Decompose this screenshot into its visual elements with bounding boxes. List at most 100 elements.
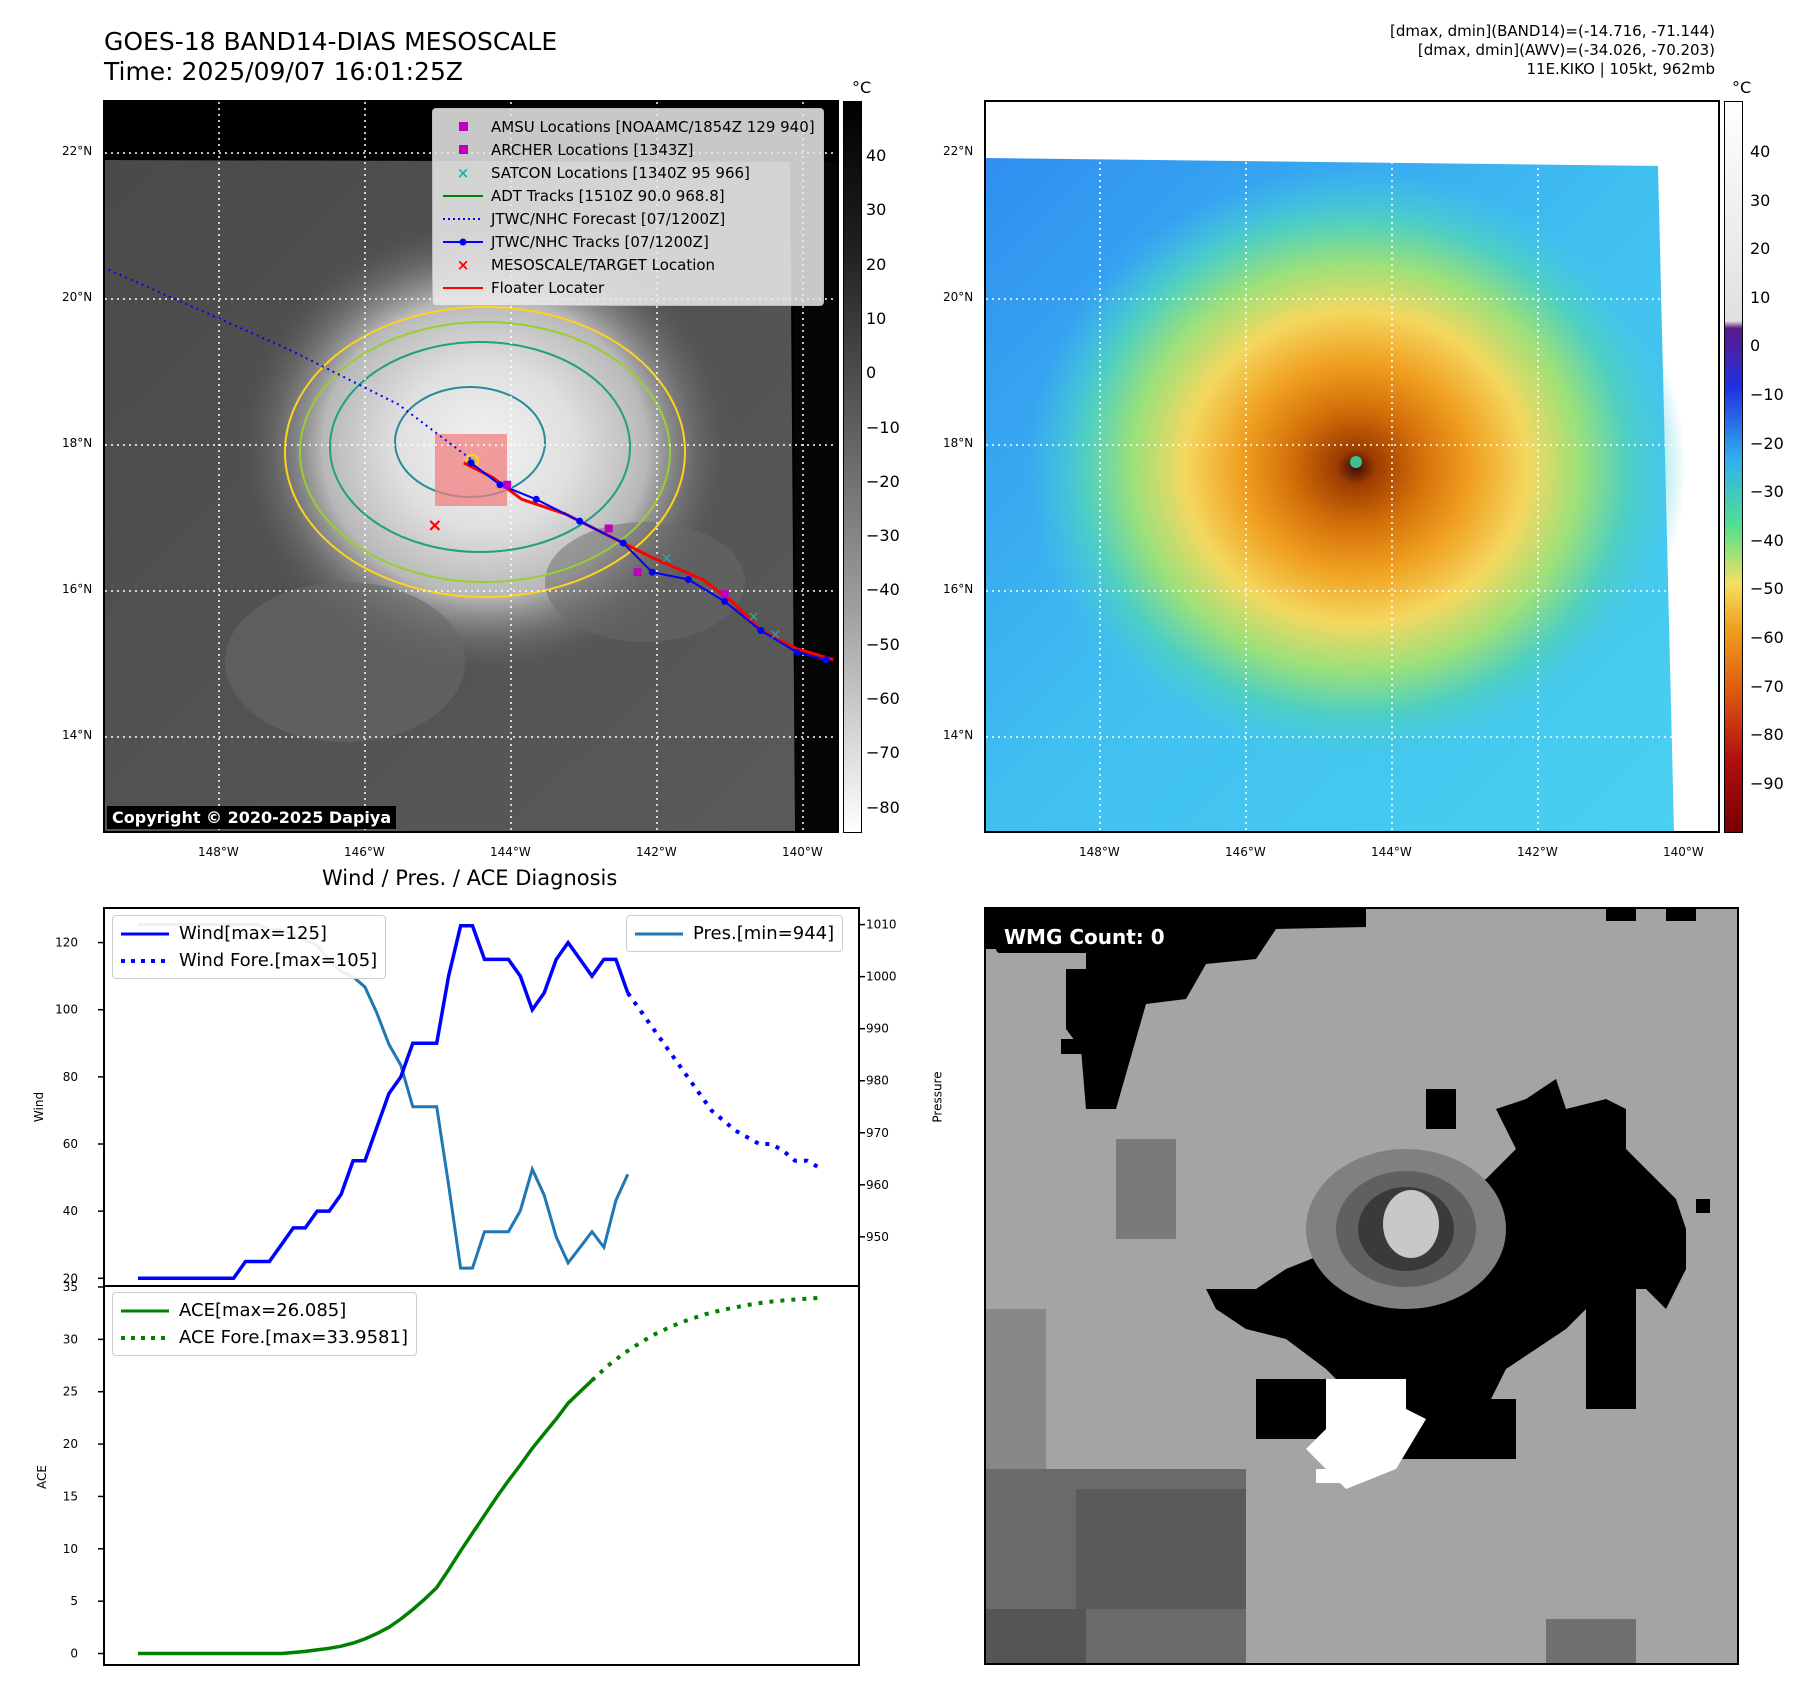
map-legend: AMSU Locations [NOAAMC/1854Z 129 940] AR… (432, 108, 824, 306)
lat-label-16: 16°N (62, 582, 93, 596)
jtwc-track-point (619, 539, 627, 547)
band14-colorbar-unit: °C (852, 78, 872, 97)
awv-lon-label-148: 148°W (1079, 845, 1120, 859)
awv-map (986, 102, 1718, 831)
awv-colorbar (1724, 101, 1743, 833)
awv-lat-label-20: 20°N (943, 290, 974, 304)
jtwc-track-point (757, 627, 765, 635)
archer-location (720, 590, 729, 599)
jtwc-forecast-track (108, 268, 472, 460)
copyright-label: Copyright © 2020-2025 Dapiya (107, 806, 397, 829)
legend-ace: ACE[max=26.085] (121, 1300, 347, 1321)
info-line-1: [dmax, dmin](BAND14)=(-14.716, -71.144) (1390, 22, 1715, 40)
band14-colorbar-tick: −40 (866, 580, 900, 600)
pressure-tick-label: 980 (866, 1074, 889, 1088)
legend-floater: Floater Locater (443, 278, 605, 297)
jtwc-track-point (684, 575, 692, 583)
band14-colorbar-tick: −30 (866, 526, 900, 546)
awv-colorbar-tick: −50 (1750, 579, 1784, 599)
lon-label-146: 146°W (344, 845, 385, 859)
awv-colorbar-tick: −40 (1750, 530, 1784, 550)
jtwc-track-point (721, 597, 729, 605)
jtwc-track-point (576, 517, 584, 525)
awv-colorbar-tick: 10 (1750, 287, 1771, 307)
band14-colorbar-tick: −20 (866, 471, 900, 491)
ace-tick-label: 35 (63, 1280, 78, 1294)
title-line-2: Time: 2025/09/07 16:01:25Z (104, 57, 463, 86)
awv-lat-label-16: 16°N (943, 582, 974, 596)
wind-tick-label: 100 (55, 1003, 78, 1017)
lon-label-144: 144°W (490, 845, 531, 859)
satcon-location: × (770, 627, 782, 643)
legend-pres: Pres.[min=944] (635, 923, 835, 944)
ace-tick-label: 20 (63, 1437, 78, 1451)
legend-jtwc-tracks: JTWC/NHC Tracks [07/1200Z] (441, 230, 815, 253)
band14-colorbar-tick: −80 (866, 797, 900, 817)
legend-wind: Wind[max=125] (121, 923, 327, 944)
pressure-tick-label: 1000 (866, 970, 897, 984)
target-location: × (427, 515, 442, 536)
wind-tick-label: 40 (63, 1204, 78, 1218)
awv-lat-label-18: 18°N (943, 436, 974, 450)
amsu-location (503, 480, 512, 489)
awv-colorbar-tick: −70 (1750, 676, 1784, 696)
ace-tick-label: 0 (70, 1647, 78, 1661)
lon-label-140: 140°W (782, 845, 823, 859)
wmg-count-label: WMG Count: 0 (996, 921, 1173, 953)
pressure-legend: Pres.[min=944] (626, 915, 844, 952)
amsu-location (604, 524, 613, 533)
main-title: GOES-18 BAND14-DIAS MESOSCALE Time: 2025… (104, 27, 557, 87)
band14-colorbar-tick: −10 (866, 417, 900, 437)
legend-jtwc-forecast: JTWC/NHC Forecast [07/1200Z] (443, 209, 726, 228)
wmg-panel: WMG Count: 0 (984, 907, 1739, 1665)
ace-tick-label: 30 (63, 1332, 78, 1346)
lat-label-20: 20°N (62, 290, 93, 304)
wind-tick-label: 120 (55, 936, 78, 950)
band14-colorbar-tick: −60 (866, 689, 900, 708)
band14-colorbar-tick: 40 (866, 146, 887, 165)
lat-label-22: 22°N (62, 144, 93, 158)
awv-map-panel (984, 100, 1720, 833)
ace-legend: ACE[max=26.085] ACE Fore.[max=33.9581] (112, 1292, 417, 1356)
ace-tick-label: 5 (70, 1594, 78, 1608)
legend-satcon: × SATCON Locations [1340Z 95 966] (456, 163, 750, 182)
awv-gridlines (986, 102, 1718, 831)
jtwc-track-point (648, 568, 656, 576)
storm-info: [dmax, dmin](BAND14)=(-14.716, -71.144) … (1390, 22, 1715, 79)
title-line-1: GOES-18 BAND14-DIAS MESOSCALE (104, 27, 558, 56)
wind-tick-label: 80 (63, 1070, 78, 1084)
pressure-tick-label: 990 (866, 1022, 889, 1036)
awv-colorbar-unit: °C (1732, 78, 1752, 97)
awv-colorbar-tick: −80 (1750, 725, 1784, 745)
awv-colorbar-tick: −90 (1750, 773, 1784, 793)
awv-colorbar-tick: −10 (1750, 385, 1784, 404)
ace-tick-label: 10 (63, 1542, 78, 1556)
lat-label-18: 18°N (62, 436, 93, 450)
legend-amsu: AMSU Locations [NOAAMC/1854Z 129 940] (441, 115, 815, 138)
legend-ace-fore: ACE Fore.[max=33.9581] (121, 1327, 408, 1348)
band14-colorbar-tick: 0 (866, 363, 877, 383)
pressure-tick-label: 950 (866, 1230, 889, 1244)
awv-lon-label-140: 140°W (1663, 845, 1704, 859)
awv-colorbar-tick: 20 (1750, 239, 1771, 259)
lat-label-14: 14°N (62, 728, 93, 742)
jtwc-track-point (496, 481, 504, 489)
diag-title: Wind / Pres. / ACE Diagnosis (322, 866, 618, 890)
track-layer: × × × × (108, 268, 834, 664)
satcon-location: × (748, 609, 760, 625)
wind-tick-label: 60 (63, 1137, 78, 1151)
awv-colorbar-tick: 0 (1750, 336, 1761, 356)
band14-map-panel: × × × × AMSU Locations [NOAAMC/1854Z 129 94… (103, 100, 839, 833)
wind-tick-label: 20 (63, 1271, 78, 1285)
amsu-location (633, 568, 642, 577)
ace-axis-label: ACE (34, 1465, 49, 1489)
wind-legend: Wind[max=125] Wind Fore.[max=105] (112, 915, 387, 979)
wind-axis-label: Wind (32, 1091, 47, 1123)
awv-lat-label-14: 14°N (943, 728, 974, 742)
awv-colorbar-tick: −30 (1750, 482, 1784, 502)
jtwc-track-point (532, 495, 540, 503)
awv-colorbar-tick: −60 (1750, 628, 1784, 647)
awv-lon-label-144: 144°W (1371, 845, 1412, 859)
awv-colorbar-tick: −20 (1750, 433, 1784, 453)
pressure-tick-label: 960 (866, 1178, 889, 1192)
